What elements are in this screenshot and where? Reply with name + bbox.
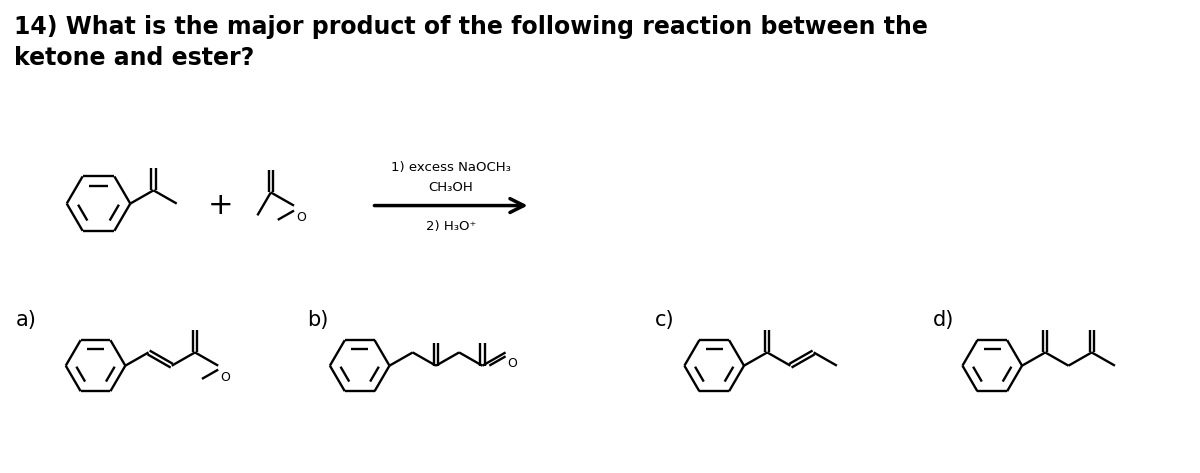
Text: b): b): [307, 310, 329, 330]
Text: CH₃OH: CH₃OH: [428, 181, 474, 194]
Text: 1) excess NaOCH₃: 1) excess NaOCH₃: [391, 161, 511, 174]
Text: 14) What is the major product of the following reaction between the: 14) What is the major product of the fol…: [14, 15, 928, 39]
Text: c): c): [655, 310, 674, 330]
Text: +: +: [208, 191, 234, 220]
Text: a): a): [16, 310, 37, 330]
Text: O: O: [508, 357, 517, 370]
Text: d): d): [932, 310, 954, 330]
Text: ketone and ester?: ketone and ester?: [14, 46, 254, 70]
Text: O: O: [296, 210, 306, 224]
Text: 2) H₃O⁺: 2) H₃O⁺: [426, 220, 476, 233]
Text: O: O: [220, 370, 230, 384]
